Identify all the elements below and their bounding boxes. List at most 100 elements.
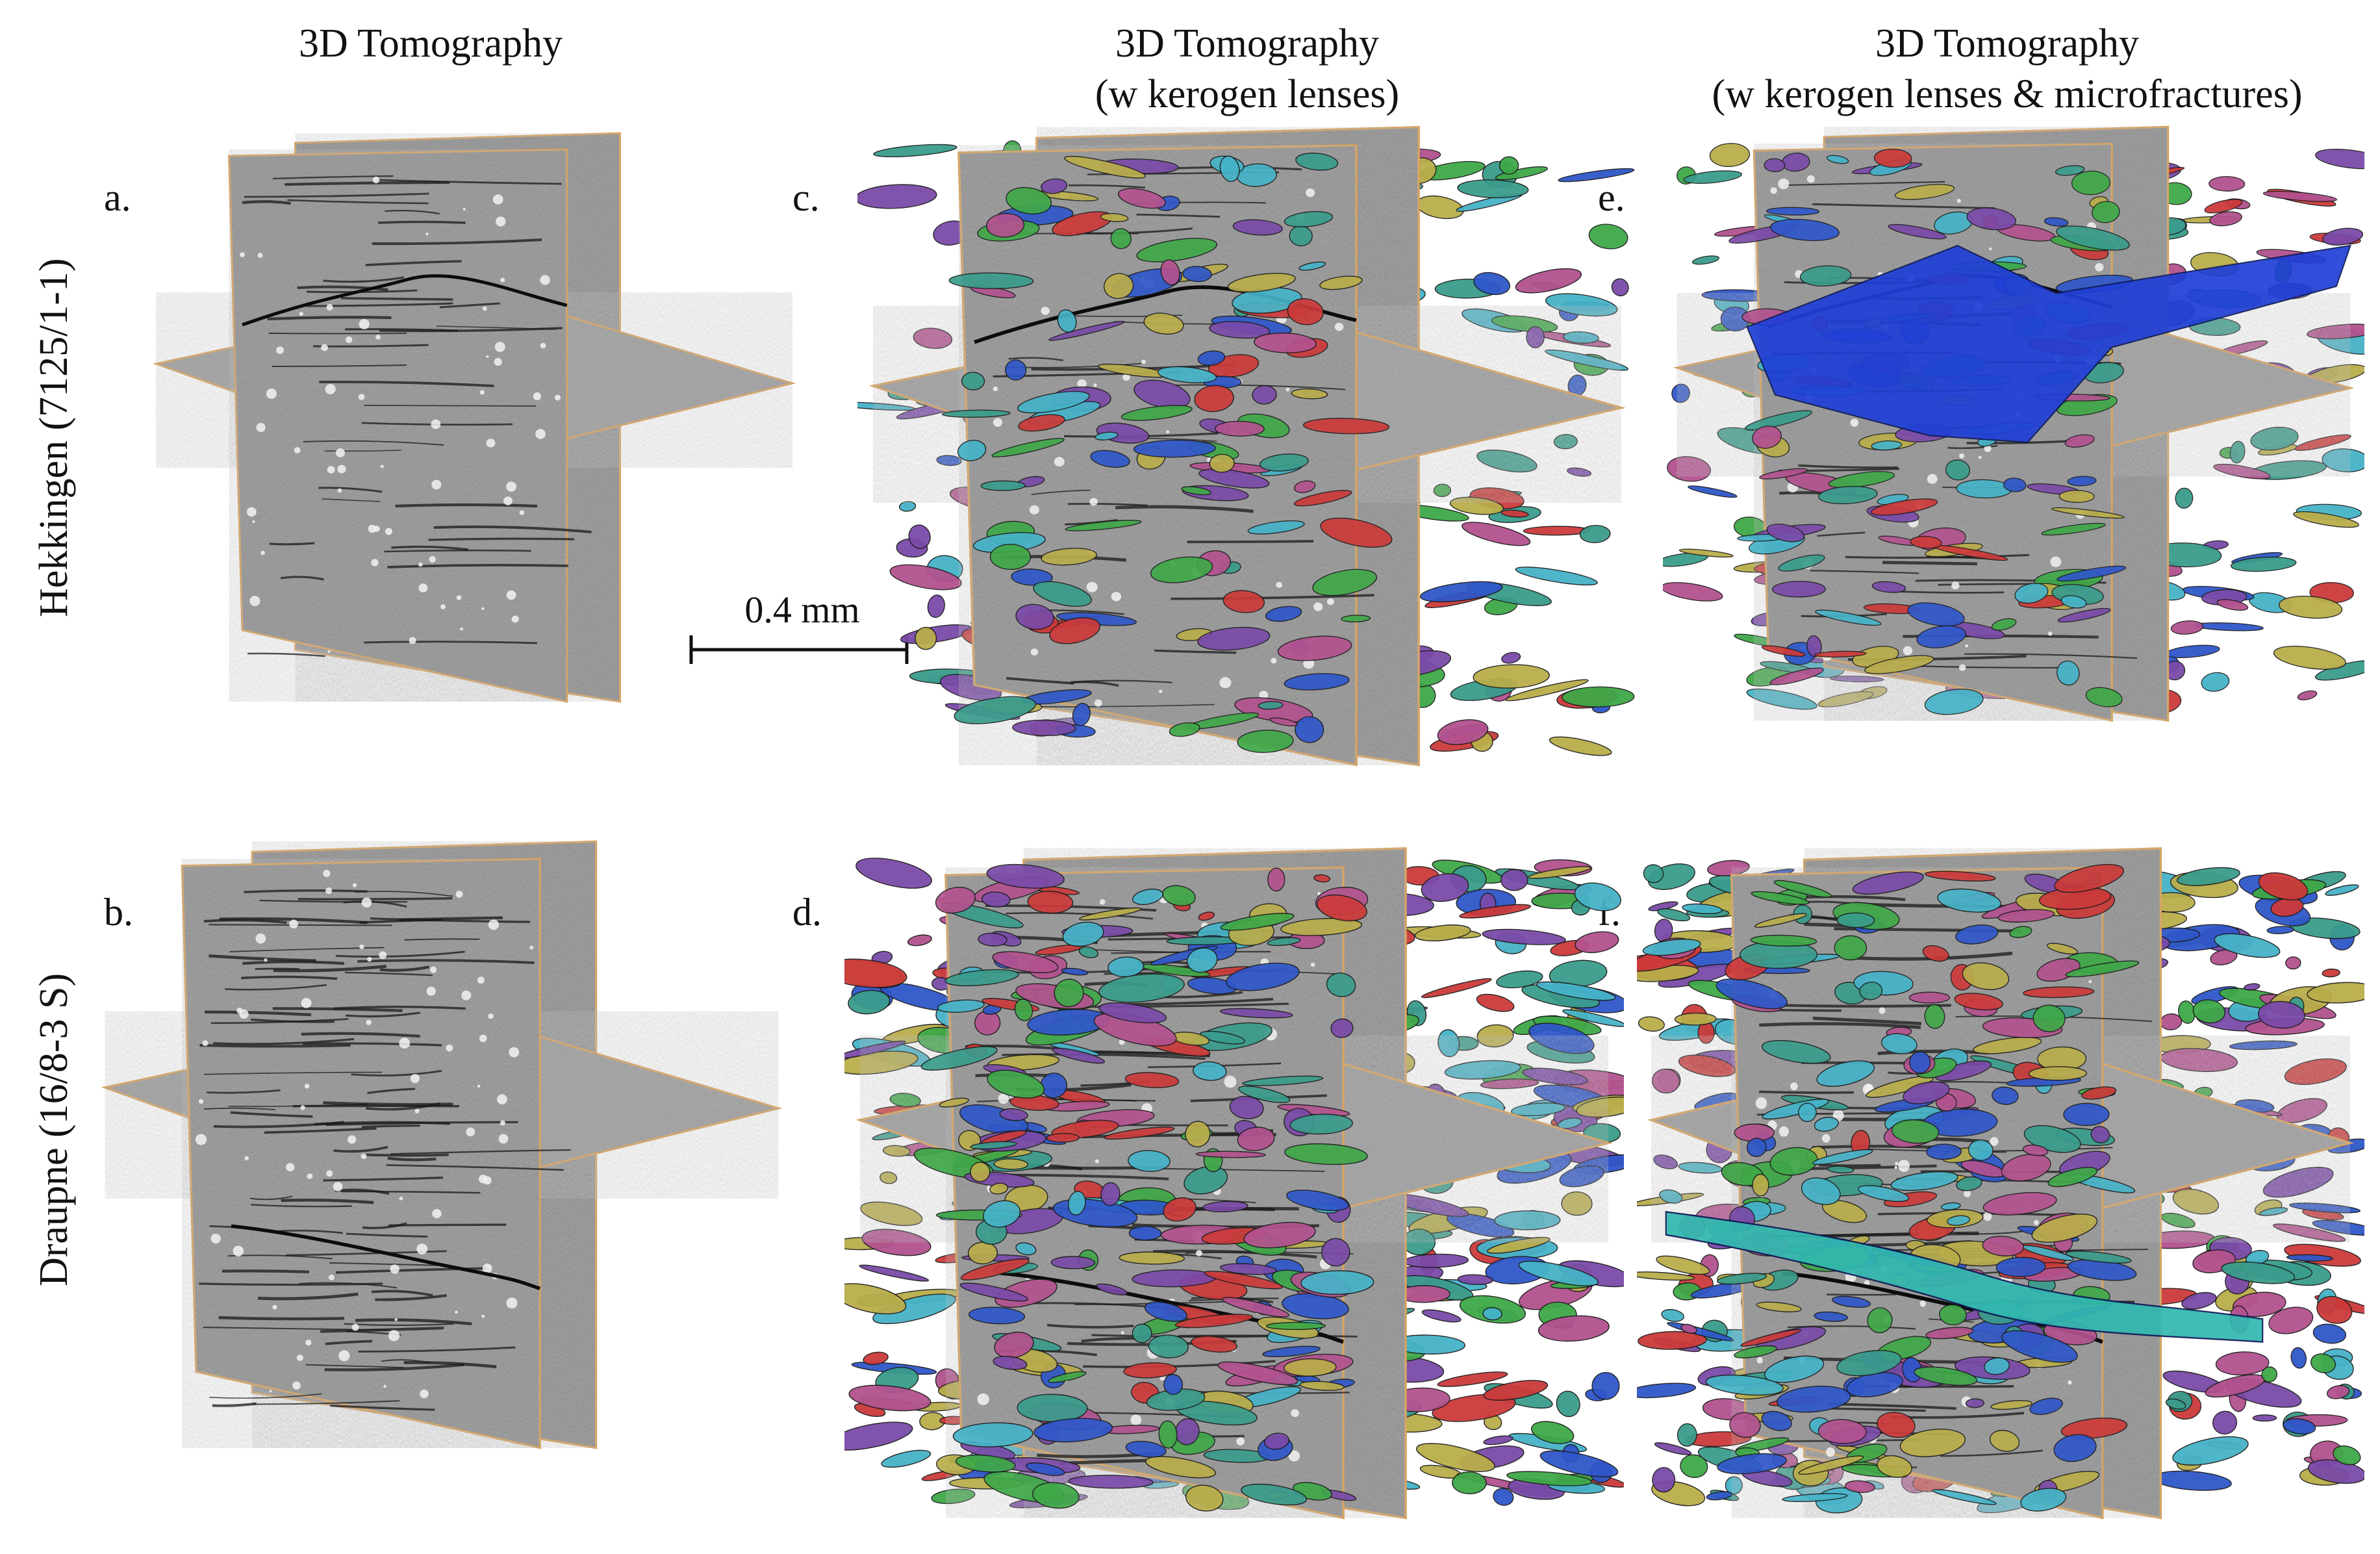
column-title-line1: 3D Tomography xyxy=(1875,21,2140,66)
kerogen-lens xyxy=(1637,1271,1695,1281)
kerogen-lens xyxy=(1128,1225,1162,1241)
kerogen-lens xyxy=(2310,1353,2336,1373)
kerogen-lens xyxy=(1651,1068,1680,1094)
kerogen-lens xyxy=(1341,615,1371,622)
kerogen-lens xyxy=(861,1229,931,1256)
kerogen-lens xyxy=(2060,595,2087,609)
kerogen-lens xyxy=(1100,212,1129,222)
kerogen-lens xyxy=(880,1171,898,1184)
kerogen-lens xyxy=(2286,1254,2333,1262)
kerogen-lens xyxy=(2194,622,2264,631)
kerogen-lens xyxy=(1588,223,1628,249)
kerogen-lens xyxy=(1241,1483,1308,1506)
kerogen-lens xyxy=(1098,1002,1167,1024)
kerogen-lens xyxy=(1836,912,1875,928)
kerogen-lens xyxy=(873,144,957,158)
kerogen-lens xyxy=(844,1283,907,1315)
kerogen-lens xyxy=(1903,1081,1950,1104)
kerogen-lens xyxy=(1487,1236,1551,1254)
kerogen-lens xyxy=(1286,1190,1349,1212)
kerogen-lens xyxy=(1061,967,1089,976)
kerogen-lens xyxy=(1871,498,1938,516)
kerogen-lens xyxy=(1715,978,1788,1010)
kerogen-lens xyxy=(1505,679,1589,702)
kerogen-lens xyxy=(1771,581,1826,598)
panel-letter-e: e. xyxy=(1598,176,1625,219)
kerogen-lens xyxy=(1814,650,1867,658)
kerogen-lens xyxy=(1242,1075,1324,1086)
kerogen-lens xyxy=(2192,999,2225,1024)
kerogen-lens xyxy=(1924,1004,1945,1029)
column-title-kerogen-fractures: 3D Tomography (w kerogen lenses & microf… xyxy=(1650,18,2364,120)
kerogen-lens xyxy=(2315,149,2364,170)
kerogen-lens xyxy=(1539,1450,1619,1477)
kerogen-lens xyxy=(1815,609,1882,626)
kerogen-lens xyxy=(1515,268,1582,294)
kerogen-lens xyxy=(863,1351,889,1366)
kerogen-lens xyxy=(1133,439,1216,458)
kerogen-lens xyxy=(2090,1126,2110,1143)
kerogen-lens xyxy=(1041,548,1098,566)
kerogen-lens xyxy=(1709,143,1750,168)
kerogen-lens xyxy=(1148,1334,1189,1358)
kerogen-lens xyxy=(1908,991,1951,1004)
kerogen-lens xyxy=(931,1488,976,1505)
kerogen-lens xyxy=(2057,607,2111,623)
kerogen-lens xyxy=(2306,324,2364,340)
kerogen-lens xyxy=(1321,1238,1350,1267)
kerogen-lens xyxy=(1657,908,1691,922)
kerogen-lens xyxy=(1500,869,1528,891)
kerogen-lens xyxy=(2268,1306,2314,1334)
kerogen-lens xyxy=(954,696,1037,724)
kerogen-lens xyxy=(1015,1242,1037,1256)
kerogen-lens xyxy=(993,1158,1029,1170)
kerogen-lens xyxy=(1782,1493,1848,1503)
kerogen-lens xyxy=(2153,1470,2232,1491)
kerogen-lens xyxy=(1752,426,1782,449)
kerogen-lens xyxy=(1258,701,1284,710)
kerogen-lens xyxy=(1561,1191,1593,1216)
kerogen-lens xyxy=(1877,1455,1912,1478)
kerogen-lens xyxy=(1144,1301,1187,1322)
tomography-panel-f xyxy=(1637,845,2364,1533)
column-title-line2: (w kerogen lenses) xyxy=(1095,72,1400,116)
kerogen-lens xyxy=(2046,943,2079,955)
tomography-panel-d xyxy=(844,845,1624,1533)
kerogen-lens xyxy=(2092,201,2120,223)
kerogen-lens xyxy=(1259,453,1309,472)
kerogen-lens xyxy=(1522,1067,1589,1086)
kerogen-lens xyxy=(987,1069,1045,1099)
kerogen-lens xyxy=(994,1331,1034,1358)
kerogen-lens xyxy=(1421,1309,1462,1323)
kerogen-lens xyxy=(1745,410,1812,431)
kerogen-lens xyxy=(1415,924,1471,941)
kerogen-lens xyxy=(1531,1421,1575,1444)
kerogen-lens xyxy=(844,1421,913,1451)
kerogen-lens xyxy=(2333,1445,2361,1466)
kerogen-lens xyxy=(1457,1274,1493,1285)
kerogen-lens xyxy=(970,1162,991,1182)
kerogen-lens xyxy=(2044,217,2069,227)
kerogen-lens xyxy=(872,1293,956,1325)
column-title-kerogen: 3D Tomography (w kerogen lenses) xyxy=(1026,18,1468,120)
kerogen-lens xyxy=(1939,1304,1967,1325)
kerogen-lens xyxy=(881,1449,931,1468)
panel-letter-c: c. xyxy=(792,176,820,219)
kerogen-lens xyxy=(1222,590,1265,613)
kerogen-lens xyxy=(1136,238,1218,262)
kerogen-lens xyxy=(1238,1086,1291,1103)
kerogen-lens xyxy=(1766,207,1820,216)
kerogen-lens xyxy=(1494,1210,1561,1230)
kerogen-lens xyxy=(889,564,962,591)
kerogen-lens xyxy=(1437,1371,1508,1387)
kerogen-lens xyxy=(980,480,1026,491)
kerogen-lens xyxy=(1226,962,1300,991)
column-title-line1: 3D Tomography xyxy=(1115,21,1380,66)
kerogen-lens xyxy=(1871,440,1903,451)
kerogen-lens xyxy=(848,1384,931,1412)
kerogen-lens xyxy=(1553,434,1578,450)
kerogen-lens xyxy=(1280,917,1363,936)
kerogen-lens xyxy=(927,594,945,618)
kerogen-lens xyxy=(1899,1429,1966,1457)
kerogen-lens xyxy=(907,934,932,947)
